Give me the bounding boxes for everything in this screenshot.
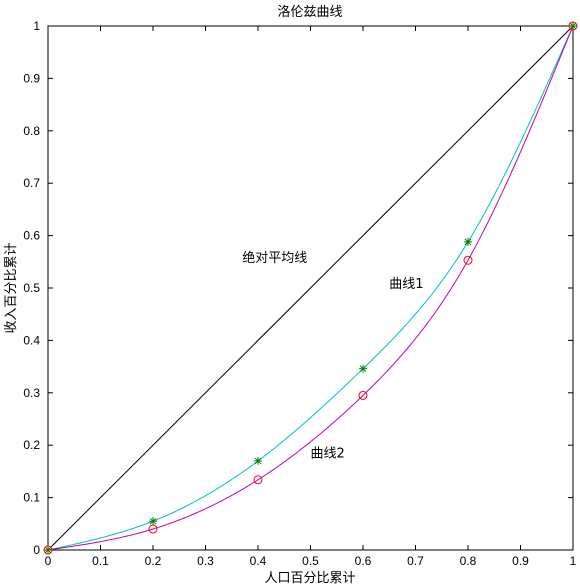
- y-tick-label: 0.8: [23, 124, 40, 138]
- series-line-2: [47, 25, 574, 551]
- x-tick-label: 0.8: [460, 554, 477, 568]
- data-point-star: [464, 237, 472, 246]
- y-tick-label: 0.2: [23, 438, 40, 452]
- annotation-label-0: 绝对平均线: [242, 250, 307, 266]
- y-tick-label: 0.7: [23, 176, 40, 190]
- x-tick-label: 0.7: [407, 554, 424, 568]
- y-tick-label: 0.1: [23, 491, 40, 505]
- data-point-circle: [568, 21, 578, 31]
- series-line-1: [47, 25, 574, 551]
- x-axis-label: 人口百分比累计: [264, 571, 355, 586]
- x-tick-label: 0.4: [250, 554, 267, 568]
- annotation-label-1: 曲线1: [389, 277, 423, 292]
- star-stroke: [254, 457, 262, 465]
- chart-title: 洛伦兹曲线: [277, 5, 342, 20]
- data-point-star: [359, 364, 367, 373]
- star-stroke: [149, 517, 157, 525]
- lines-layer: [47, 25, 574, 551]
- star-stroke: [359, 365, 367, 373]
- y-tick-label: 0.6: [23, 229, 40, 243]
- data-point-circle: [253, 475, 263, 485]
- star-stroke: [464, 238, 472, 246]
- star-stroke: [44, 546, 52, 554]
- data-point-circle: [463, 255, 473, 265]
- x-tick-label: 0.6: [355, 554, 372, 568]
- star-stroke: [569, 22, 577, 30]
- data-point-circle: [358, 390, 368, 400]
- data-point-star: [44, 546, 52, 554]
- x-tick-label: 0.5: [302, 554, 319, 568]
- data-point-star: [254, 456, 262, 465]
- x-tick-label: 0.3: [197, 554, 214, 568]
- x-tick-label: 0.1: [92, 554, 109, 568]
- x-tick-label: 0: [45, 554, 52, 568]
- x-tick-label: 0.2: [145, 554, 162, 568]
- y-tick-label: 0: [33, 543, 40, 557]
- y-tick-label: 0.5: [23, 281, 40, 295]
- data-point-circle: [43, 545, 53, 555]
- ticks-layer: 0 0.1 0.2 0.3 0.4 0.5 0.6 0.7 0.8 0.9 1 0 0.1 0.2 0.3 0…: [23, 19, 576, 568]
- y-tick-label: 0.9: [23, 71, 40, 85]
- annotation-label-2: 曲线2: [311, 446, 345, 461]
- series-line-0: [47, 25, 574, 551]
- y-tick-label: 0.3: [23, 386, 40, 400]
- y-tick-label: 0.4: [23, 333, 40, 347]
- x-tick-label: 1: [570, 554, 577, 568]
- data-point-circle: [148, 524, 158, 534]
- markers-layer: [43, 21, 578, 555]
- y-axis-label: 收入百分比累计: [4, 242, 19, 333]
- y-tick-label: 1: [33, 19, 40, 33]
- x-tick-label: 0.9: [512, 554, 529, 568]
- data-point-star: [569, 22, 577, 30]
- data-point-star: [149, 517, 157, 526]
